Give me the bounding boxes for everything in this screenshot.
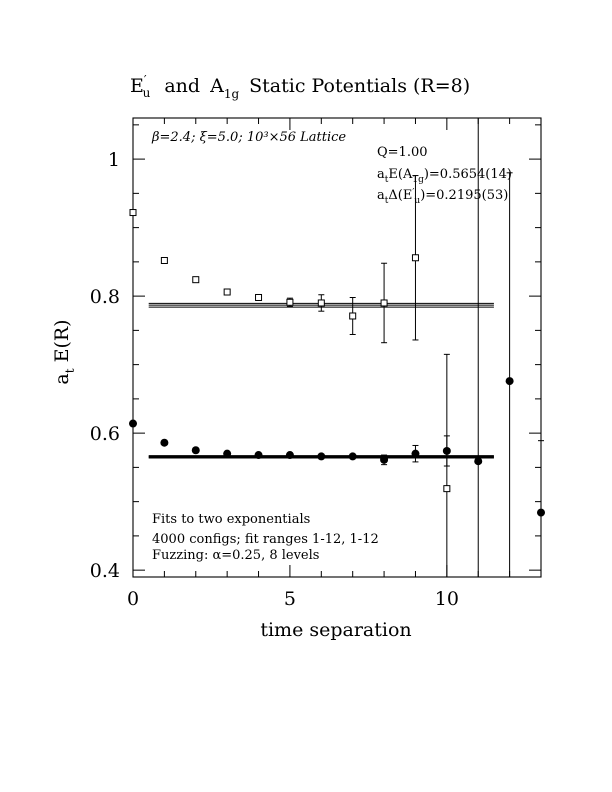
- x-tick-label: 0: [127, 588, 139, 610]
- open-square-point: [411, 254, 419, 262]
- plot-frame: [132, 117, 542, 578]
- fuzzing-annotation: Fuzzing: α=0.25, 8 levels: [152, 548, 319, 563]
- open-square-point: [286, 298, 294, 306]
- fit-bands: [148, 302, 494, 459]
- open-square-point: [380, 299, 388, 307]
- gap-fit-rest: )=0.2195(53): [420, 188, 508, 203]
- filled-circle-point: [317, 452, 326, 461]
- filled-circle-point: [191, 446, 200, 455]
- title-rest: Static Potentials (R=8): [249, 75, 470, 97]
- gap-fit-a: a: [377, 188, 385, 203]
- energy-fit-rest: )=0.5654(14): [424, 167, 512, 182]
- lattice-annotation: β=2.4; ξ=5.0; 10³×56 Lattice: [151, 130, 346, 145]
- tick-labels: 0 5 10 0.4 0.6 0.8 1: [90, 149, 459, 610]
- gap-fit-mid: Δ(E: [388, 188, 412, 203]
- open-square-point: [160, 256, 168, 264]
- filled-circle-point: [160, 438, 169, 447]
- y-axis-label-a: a: [51, 373, 73, 384]
- y-tick-label: 0.8: [90, 286, 120, 308]
- energy-fit-mid: E(A: [388, 167, 413, 182]
- gap-fit-annotation: atΔ(E′u)=0.2195(53): [377, 188, 508, 206]
- gap-fit-mid-sup: ′: [412, 188, 414, 198]
- energy-fit-a-sub: t: [385, 175, 389, 185]
- open-square-point: [317, 299, 325, 307]
- q-annotation: Q=1.00: [377, 145, 428, 160]
- filled-circle-point: [285, 451, 294, 460]
- x-tick-label: 10: [435, 588, 459, 610]
- x-axis-label: time separation: [260, 619, 411, 641]
- configs-annotation: 4000 configs; fit ranges 1-12, 1-12: [152, 532, 379, 547]
- y-axis-label-rest: E(R): [51, 319, 73, 362]
- fits-annotation: Fits to two exponentials: [152, 512, 310, 527]
- error-bars: [286, 118, 544, 577]
- y-axis-label-sub: t: [63, 368, 77, 373]
- title-eu: E: [130, 75, 144, 97]
- chart-title: E′ u and A1g Static Potentials (R=8): [130, 73, 470, 101]
- open-square-point: [443, 485, 451, 493]
- title-eu-prime: ′: [144, 73, 147, 87]
- gap-fit-a-sub: t: [385, 196, 389, 206]
- open-square-point: [349, 312, 357, 320]
- title-eu-sub: u: [143, 86, 151, 100]
- y-tick-label: 1: [108, 149, 120, 171]
- filled-circle-point: [380, 455, 389, 464]
- filled-circle-point: [442, 446, 451, 455]
- title-and: and: [164, 75, 200, 97]
- filled-circle-point: [223, 449, 232, 458]
- title-a1g-sub: 1g: [224, 87, 240, 101]
- x-tick-label: 5: [284, 588, 296, 610]
- y-axis-label: at E(R): [51, 319, 77, 384]
- title-a1g: A: [209, 75, 224, 97]
- filled-circle-point: [411, 449, 420, 458]
- filled-circle-point: [348, 452, 357, 461]
- data-markers: [129, 209, 545, 517]
- filled-circle-point: [129, 419, 137, 428]
- energy-fit-annotation: atE(A1g)=0.5654(14): [377, 167, 512, 185]
- axis-ticks: [132, 118, 541, 577]
- open-square-point: [129, 209, 137, 217]
- filled-circle-point: [505, 377, 514, 386]
- open-square-point: [223, 288, 231, 296]
- energy-fit-mid-sub: 1g: [412, 175, 424, 185]
- y-tick-label: 0.6: [90, 423, 120, 445]
- energy-fit-a: a: [377, 167, 385, 182]
- open-square-point: [255, 293, 263, 301]
- gap-fit-mid-sub: u: [414, 196, 420, 206]
- open-square-point: [192, 276, 200, 284]
- filled-circle-point: [537, 508, 545, 517]
- y-tick-label: 0.4: [90, 560, 120, 582]
- filled-circle-point: [254, 451, 263, 460]
- filled-circle-point: [474, 457, 483, 466]
